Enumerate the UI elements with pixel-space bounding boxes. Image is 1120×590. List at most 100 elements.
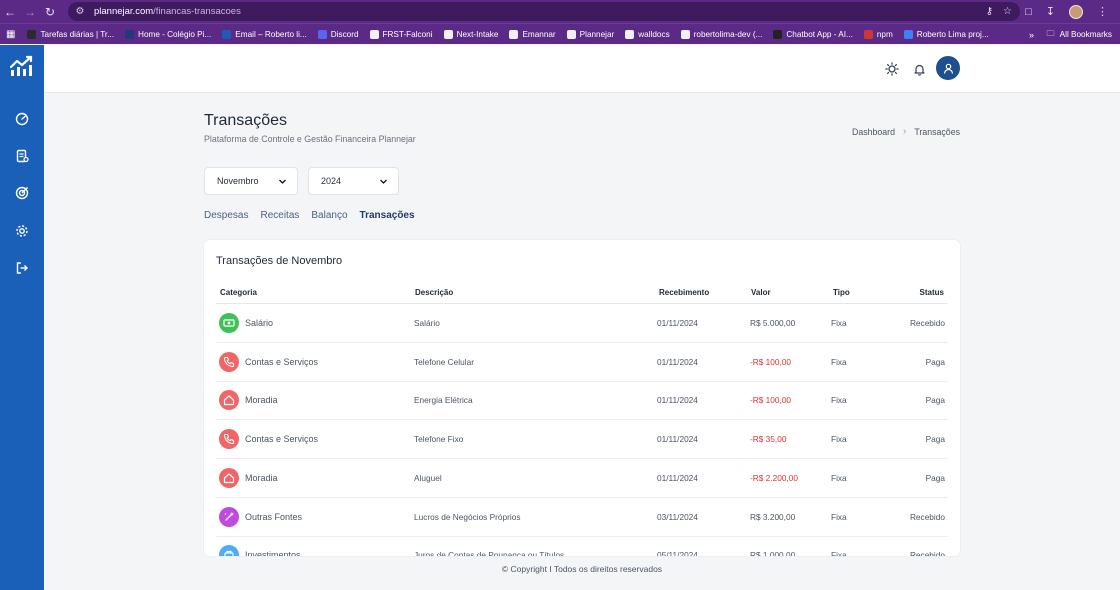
header-valor: Valor — [751, 288, 771, 297]
table-row[interactable]: Salário Salário 01/11/2024 R$ 5.000,00 Fixa R… — [216, 304, 948, 343]
sidebar — [0, 45, 44, 590]
cell-tipo: Fixa — [831, 318, 847, 328]
year-select[interactable]: 2024 — [308, 167, 399, 195]
phone-icon — [219, 429, 239, 450]
cell-status: Recebido — [909, 550, 945, 556]
address-bar[interactable]: ⚙ plannejar.com/financas-transacoes ⚷ ☆ — [68, 2, 1020, 21]
theme-sun-icon[interactable] — [882, 59, 902, 79]
bookmark-item[interactable]: Home - Colégio Pi... — [125, 29, 211, 39]
cell-categoria: Investimentos — [245, 550, 301, 556]
user-avatar[interactable] — [936, 56, 960, 80]
tab-despesas[interactable]: Despesas — [204, 210, 249, 221]
cell-categoria: Salário — [245, 318, 274, 328]
header-tipo: Tipo — [833, 288, 850, 297]
cell-categoria: Moradia — [245, 472, 278, 483]
cell-tipo: Fixa — [831, 550, 847, 556]
table-row[interactable]: Outras Fontes Lucros de Negócios Próprios… — [216, 498, 948, 537]
tab-balanco[interactable]: Balanço — [311, 210, 348, 221]
site-settings-icon[interactable]: ⚙ — [75, 6, 85, 17]
key-icon[interactable]: ⚷ — [985, 6, 994, 17]
money-icon — [219, 313, 239, 333]
chevron-down-icon — [279, 179, 286, 184]
cell-valor: -R$ 100,00 — [750, 395, 792, 406]
url-text: plannejar.com/financas-transacoes — [94, 6, 241, 17]
apps-grid-icon[interactable]: ▦ — [6, 28, 16, 40]
bookmark-favicon-icon — [509, 29, 519, 39]
bookmark-favicon-icon — [863, 29, 873, 39]
bookmark-item[interactable]: Next-Intake — [443, 29, 499, 39]
header-descricao: Descrição — [415, 288, 454, 297]
settings-gear-icon[interactable] — [10, 219, 34, 243]
cell-status: Recebido — [909, 511, 945, 522]
plannejar-logo[interactable] — [9, 55, 35, 77]
bookmark-item[interactable]: npm — [863, 29, 893, 39]
bookmark-item[interactable]: Plannejar — [566, 29, 615, 39]
bookmark-item[interactable]: FRST-Falconi — [369, 29, 433, 39]
table-row[interactable]: Moradia Energia Elétrica 01/11/2024 -R$ 100… — [216, 381, 948, 421]
table-row[interactable]: Investimentos Juros de Contas de Poupança… — [216, 536, 948, 556]
footer-copyright: © Copyright I Todos os direitos reservad… — [501, 564, 663, 574]
documents-icon[interactable] — [10, 144, 34, 168]
bookmark-label: Plannejar — [579, 29, 615, 39]
bookmark-item[interactable]: Email – Roberto li... — [222, 29, 307, 39]
breadcrumb-dashboard[interactable]: Dashboard — [851, 126, 896, 137]
bookmark-item[interactable]: Discord — [317, 29, 359, 39]
cell-descricao: Aluguel — [414, 472, 442, 483]
bookmark-label: Tarefas diárias | Tr... — [40, 29, 115, 39]
back-arrow-icon[interactable]: ← — [4, 4, 16, 19]
cell-tipo: Fixa — [831, 356, 847, 367]
browser-toolbar: ← → ↻ ⚙ plannejar.com/financas-transacoe… — [0, 0, 1120, 23]
star-bookmark-icon[interactable]: ☆ — [1003, 6, 1012, 17]
bookmark-favicon-icon — [903, 29, 913, 39]
bookmark-favicon-icon — [773, 29, 783, 39]
bookmark-item[interactable]: Roberto Lima proj... — [903, 29, 989, 39]
app-header — [44, 45, 1120, 93]
cell-status: Paga — [925, 434, 945, 445]
cell-recebimento: 03/11/2024 — [657, 511, 698, 522]
bookmark-label: Chatbot App - AI... — [786, 29, 853, 39]
bookmark-item[interactable]: walldocs — [625, 29, 670, 39]
bookmark-label: Email – Roberto li... — [235, 29, 307, 39]
download-icon[interactable]: ↧ — [1045, 6, 1055, 18]
cell-valor: R$ 3.200,00 — [750, 511, 796, 522]
cell-recebimento: 05/11/2024 — [657, 550, 698, 556]
bookmark-item[interactable]: Emannar — [509, 29, 556, 39]
bookmark-item[interactable]: robertolima-dev (... — [680, 29, 763, 39]
more-bookmarks-icon[interactable]: » — [1028, 29, 1034, 40]
table-row[interactable]: Contas e Serviços Telefone Celular 01/11/2… — [216, 343, 948, 382]
bookmark-favicon-icon — [27, 29, 37, 39]
transactions-card: Transações de Novembro Categoria Descriç… — [204, 240, 960, 556]
investment-icon — [219, 545, 239, 556]
tab-receitas[interactable]: Receitas — [260, 210, 300, 221]
breadcrumb-current: Transações — [914, 126, 960, 137]
bookmark-favicon-icon — [369, 29, 379, 39]
bookmark-label: Emannar — [522, 29, 556, 39]
tab-transacoes[interactable]: Transações — [359, 210, 415, 221]
bookmark-label: Next-Intake — [456, 29, 499, 39]
bookmark-favicon-icon — [317, 29, 327, 39]
dashboard-gauge-icon[interactable] — [10, 107, 34, 131]
cell-categoria: Outras Fontes — [245, 511, 303, 522]
bookmark-item[interactable]: Chatbot App - AI... — [773, 29, 853, 39]
profile-avatar[interactable] — [1069, 4, 1083, 19]
notifications-bell-icon[interactable] — [909, 59, 929, 79]
table-row[interactable]: Contas e Serviços Telefone Fixo 01/11/2024… — [216, 420, 948, 460]
year-select-value: 2024 — [321, 176, 342, 186]
menu-kebab-icon[interactable]: ⋮ — [1097, 6, 1108, 18]
all-bookmarks[interactable]: 🗀 All Bookmarks — [1046, 24, 1112, 45]
bookmark-label: robertolima-dev (... — [693, 29, 763, 39]
cell-valor: -R$ 100,00 — [750, 356, 792, 367]
bookmark-favicon-icon — [566, 29, 576, 39]
month-select[interactable]: Novembro — [204, 167, 298, 195]
forward-arrow-icon[interactable]: → — [24, 4, 36, 19]
breadcrumb: Dashboard › Transações — [852, 126, 960, 137]
table-row[interactable]: Moradia Aluguel 01/11/2024 -R$ 2.200,00 Fixa… — [216, 459, 948, 498]
target-goals-icon[interactable] — [10, 181, 34, 205]
cell-status: Paga — [925, 395, 945, 406]
bookmark-item[interactable]: Tarefas diárias | Tr... — [27, 29, 115, 39]
reload-icon[interactable]: ↻ — [44, 4, 56, 19]
cell-valor: -R$ 2.200,00 — [750, 472, 798, 483]
sparkle-icon — [219, 506, 239, 527]
logout-icon[interactable] — [10, 256, 34, 280]
extensions-icon[interactable]: □ — [1025, 5, 1032, 18]
